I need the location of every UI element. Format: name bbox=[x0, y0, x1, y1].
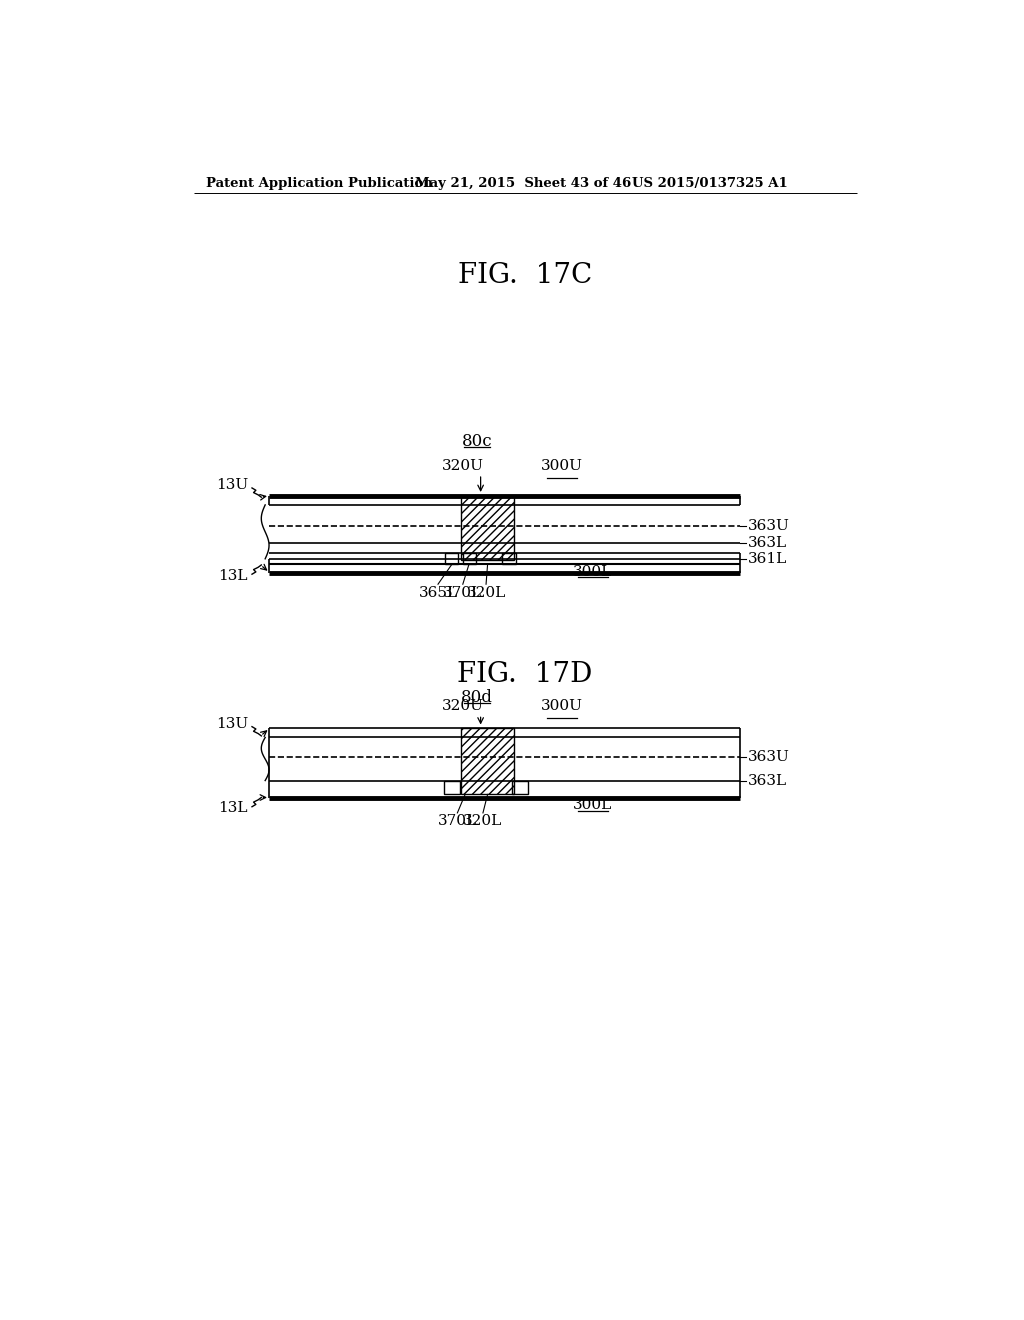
Text: 300L: 300L bbox=[573, 799, 612, 812]
Text: FIG.  17D: FIG. 17D bbox=[457, 661, 593, 688]
Text: 13U: 13U bbox=[216, 478, 248, 492]
Text: 80c: 80c bbox=[462, 433, 493, 450]
Text: US 2015/0137325 A1: US 2015/0137325 A1 bbox=[632, 177, 787, 190]
Bar bbox=[503, 553, 515, 564]
Text: 320L: 320L bbox=[463, 814, 503, 829]
Text: 300L: 300L bbox=[573, 565, 612, 579]
Text: 13U: 13U bbox=[216, 717, 248, 731]
Text: 80d: 80d bbox=[461, 689, 493, 706]
Bar bbox=[444, 780, 460, 795]
Text: 370L: 370L bbox=[438, 814, 477, 829]
Bar bbox=[461, 729, 514, 795]
Text: 370L: 370L bbox=[443, 586, 482, 599]
Text: May 21, 2015  Sheet 43 of 46: May 21, 2015 Sheet 43 of 46 bbox=[415, 177, 631, 190]
Text: 365L: 365L bbox=[419, 586, 458, 599]
Bar bbox=[461, 496, 514, 561]
Text: 300U: 300U bbox=[541, 698, 583, 713]
Text: 320L: 320L bbox=[466, 586, 506, 599]
Text: 320U: 320U bbox=[441, 458, 483, 473]
Text: FIG.  17C: FIG. 17C bbox=[458, 261, 592, 289]
Text: 363L: 363L bbox=[748, 536, 787, 550]
Text: 13L: 13L bbox=[219, 801, 248, 816]
Text: 363U: 363U bbox=[748, 519, 790, 533]
Text: 361L: 361L bbox=[748, 552, 787, 566]
Text: 13L: 13L bbox=[219, 569, 248, 582]
Text: 300U: 300U bbox=[541, 458, 583, 473]
Bar bbox=[463, 553, 476, 564]
Bar bbox=[512, 780, 528, 795]
Bar bbox=[445, 553, 458, 564]
Text: Patent Application Publication: Patent Application Publication bbox=[206, 177, 432, 190]
Text: 363U: 363U bbox=[748, 751, 790, 764]
Text: 363L: 363L bbox=[748, 774, 787, 788]
Text: 320U: 320U bbox=[441, 698, 483, 713]
